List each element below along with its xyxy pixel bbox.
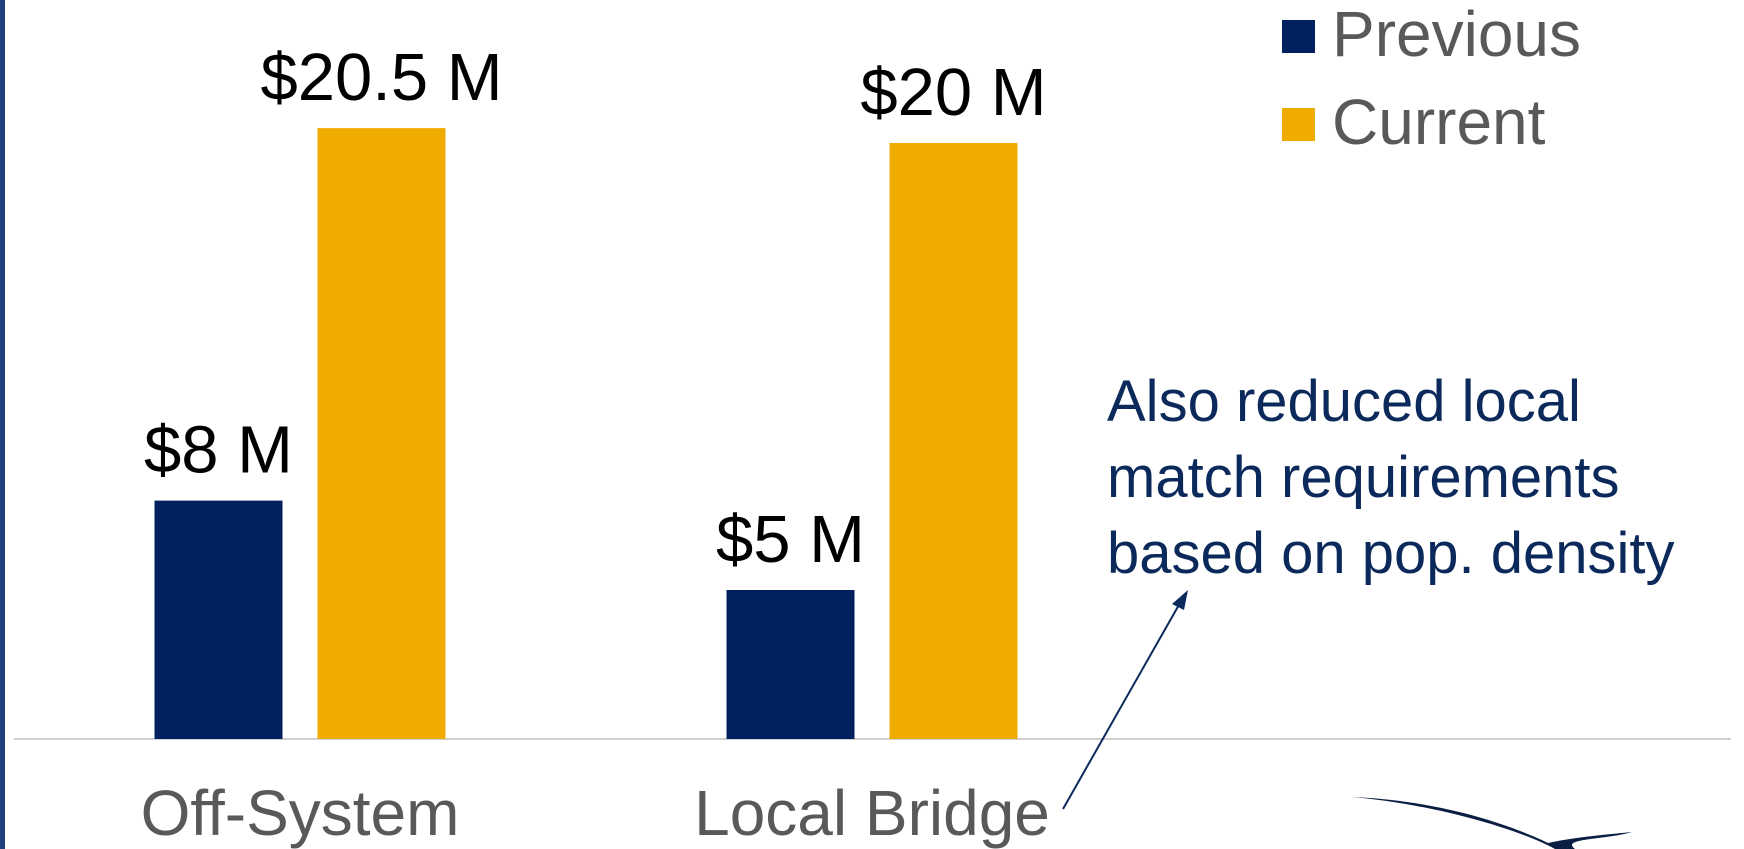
logo — [1352, 797, 1632, 849]
annotation-arrowhead — [1172, 590, 1188, 610]
legend-label: Current — [1332, 86, 1546, 158]
value-label: $20.5 M — [260, 40, 502, 115]
legend-swatch — [1282, 20, 1315, 53]
x-tick-label: Local Bridge — [694, 777, 1050, 849]
left-stripe — [0, 0, 5, 849]
value-label: $20 M — [860, 55, 1046, 130]
bar — [154, 500, 283, 739]
annotation-text: based on pop. density — [1107, 521, 1675, 586]
value-label: $5 M — [716, 502, 865, 577]
annotation-text: Also reduced local — [1107, 369, 1581, 434]
bar — [889, 143, 1018, 740]
value-label: $8 M — [144, 413, 293, 488]
bar — [317, 128, 446, 740]
bar — [726, 590, 855, 739]
x-tick-label: Off-System — [141, 777, 460, 849]
annotation-text: match requirements — [1107, 445, 1620, 510]
legend-label: Previous — [1332, 0, 1581, 70]
annotation-arrow — [1062, 602, 1181, 810]
legend-swatch — [1282, 108, 1315, 141]
